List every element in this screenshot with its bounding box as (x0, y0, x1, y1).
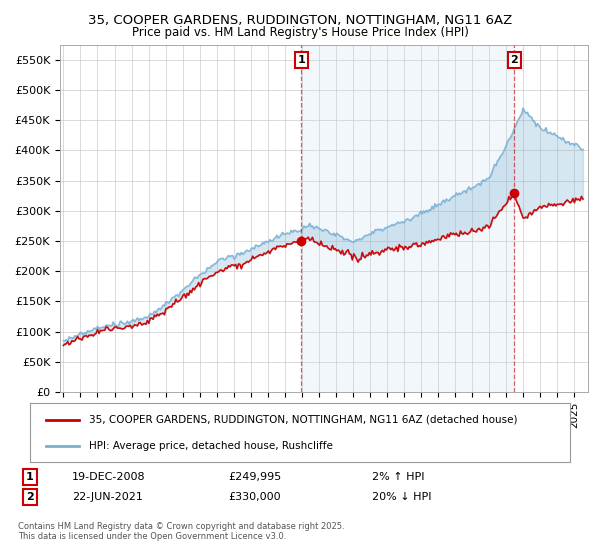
Text: 1: 1 (298, 55, 305, 65)
Bar (301, 45, 514, 392)
Text: £330,000: £330,000 (228, 492, 281, 502)
Text: 19-DEC-2008: 19-DEC-2008 (72, 472, 146, 482)
Text: 35, COOPER GARDENS, RUDDINGTON, NOTTINGHAM, NG11 6AZ: 35, COOPER GARDENS, RUDDINGTON, NOTTINGH… (88, 14, 512, 27)
Text: 2: 2 (26, 492, 34, 502)
Text: 35, COOPER GARDENS, RUDDINGTON, NOTTINGHAM, NG11 6AZ (detached house): 35, COOPER GARDENS, RUDDINGTON, NOTTINGH… (89, 414, 518, 424)
Text: 1: 1 (26, 472, 34, 482)
Text: Contains HM Land Registry data © Crown copyright and database right 2025.
This d: Contains HM Land Registry data © Crown c… (18, 522, 344, 542)
Text: 2% ↑ HPI: 2% ↑ HPI (372, 472, 425, 482)
Text: 22-JUN-2021: 22-JUN-2021 (72, 492, 143, 502)
Text: £249,995: £249,995 (228, 472, 281, 482)
Text: HPI: Average price, detached house, Rushcliffe: HPI: Average price, detached house, Rush… (89, 441, 333, 451)
Text: Price paid vs. HM Land Registry's House Price Index (HPI): Price paid vs. HM Land Registry's House … (131, 26, 469, 39)
Text: 2: 2 (511, 55, 518, 65)
Text: 20% ↓ HPI: 20% ↓ HPI (372, 492, 431, 502)
